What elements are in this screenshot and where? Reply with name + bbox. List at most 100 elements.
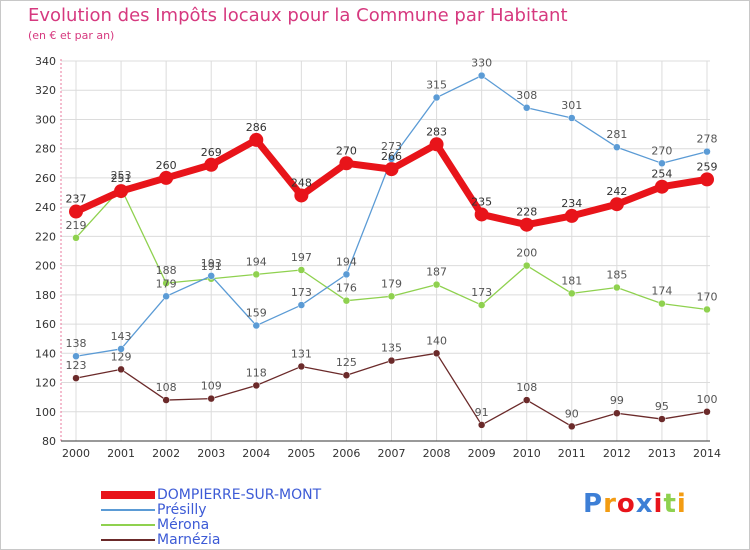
- data-label-0: 286: [246, 121, 267, 134]
- data-point-2: [658, 299, 666, 308]
- data-label-0: 242: [606, 185, 627, 198]
- data-label-2: 176: [336, 282, 357, 295]
- data-label-1: 301: [561, 99, 582, 112]
- data-label-0: 269: [201, 146, 222, 159]
- data-label-2: 200: [516, 247, 537, 260]
- chart-subtitle: (en € et par an): [28, 29, 115, 42]
- chart-title: Evolution des Impôts locaux pour la Comm…: [28, 5, 568, 26]
- legend-swatch-merona: [101, 524, 155, 526]
- y-tick-label: 220: [35, 230, 56, 243]
- data-label-0: 259: [697, 160, 718, 173]
- legend-swatch-dompierre: [101, 491, 155, 499]
- data-label-3: 129: [111, 350, 132, 363]
- data-point-0: [474, 207, 489, 222]
- legend-swatch-marnezia: [101, 539, 155, 541]
- y-tick-label: 340: [35, 55, 56, 68]
- data-point-3: [117, 365, 125, 374]
- data-label-2: 185: [606, 269, 627, 282]
- data-point-0: [69, 204, 83, 219]
- data-point-0: [114, 184, 129, 199]
- data-label-0: 254: [651, 168, 672, 181]
- data-point-2: [613, 283, 621, 292]
- logo-letter: x: [635, 489, 654, 519]
- data-label-2: 194: [246, 255, 267, 268]
- data-label-1: 138: [66, 337, 87, 350]
- data-point-2: [522, 261, 531, 270]
- data-label-3: 99: [610, 394, 624, 407]
- data-point-2: [432, 280, 441, 289]
- y-tick-label: 200: [35, 260, 56, 273]
- legend-label-presilly: Présilly: [157, 502, 207, 518]
- x-tick-label: 2010: [513, 447, 541, 460]
- data-label-0: 237: [66, 193, 87, 206]
- y-tick-label: 300: [35, 113, 56, 126]
- data-point-2: [342, 296, 351, 305]
- data-label-1: 273: [381, 140, 402, 153]
- data-point-0: [654, 179, 669, 194]
- data-point-1: [117, 345, 125, 353]
- legend-swatch-presilly: [101, 509, 155, 511]
- x-tick-label: 2012: [603, 447, 631, 460]
- data-label-1: 315: [426, 79, 447, 92]
- data-point-0: [609, 197, 624, 212]
- data-label-1: 194: [336, 255, 357, 268]
- legend-label-merona: Mérona: [157, 517, 210, 533]
- data-label-0: 266: [381, 150, 402, 163]
- x-tick-label: 2011: [558, 447, 586, 460]
- x-tick-label: 2005: [287, 447, 315, 460]
- data-label-0: 235: [471, 195, 492, 208]
- data-label-1: 173: [291, 286, 312, 299]
- data-point-3: [252, 381, 261, 390]
- x-tick-label: 2006: [332, 447, 360, 460]
- x-tick-label: 2008: [423, 447, 451, 460]
- data-label-3: 140: [426, 334, 447, 347]
- data-label-3: 135: [381, 342, 402, 355]
- data-point-1: [252, 321, 261, 330]
- data-point-3: [613, 409, 621, 417]
- x-tick-label: 2009: [468, 447, 496, 460]
- data-label-2: 174: [651, 285, 672, 298]
- data-label-0: 270: [336, 144, 357, 157]
- data-point-0: [429, 137, 444, 152]
- data-label-3: 123: [66, 359, 87, 372]
- data-label-2: 179: [381, 277, 402, 290]
- data-label-2: 253: [111, 169, 132, 182]
- data-point-1: [72, 352, 80, 360]
- x-tick-label: 2004: [242, 447, 270, 460]
- y-tick-label: 320: [35, 84, 56, 97]
- data-label-3: 109: [201, 380, 222, 393]
- data-point-2: [568, 289, 576, 298]
- data-label-2: 181: [561, 274, 582, 287]
- y-tick-label: 240: [35, 201, 56, 214]
- data-label-1: 281: [606, 128, 627, 141]
- data-point-0: [159, 170, 174, 185]
- data-label-3: 131: [291, 347, 312, 360]
- data-point-3: [432, 349, 441, 358]
- data-point-3: [658, 415, 666, 423]
- x-tick-label: 2002: [152, 447, 180, 460]
- x-tick-label: 2001: [107, 447, 135, 460]
- y-tick-label: 160: [35, 318, 56, 331]
- data-point-1: [162, 292, 170, 301]
- data-point-3: [162, 396, 170, 404]
- data-point-3: [72, 374, 80, 382]
- logo-letter: i: [676, 489, 687, 519]
- data-point-0: [249, 132, 264, 147]
- data-point-2: [297, 266, 306, 274]
- logo-letter: o: [616, 489, 636, 519]
- data-point-2: [703, 305, 711, 314]
- data-point-1: [658, 159, 666, 168]
- data-point-0: [384, 162, 399, 177]
- data-point-3: [207, 394, 215, 403]
- data-point-1: [297, 301, 306, 309]
- data-label-1: 143: [111, 330, 132, 343]
- data-label-1: 308: [516, 89, 537, 102]
- data-point-3: [703, 408, 711, 416]
- y-tick-label: 180: [35, 289, 56, 302]
- data-point-1: [477, 71, 486, 80]
- data-label-1: 159: [246, 307, 267, 320]
- data-label-2: 173: [471, 286, 492, 299]
- x-tick-label: 2013: [648, 447, 676, 460]
